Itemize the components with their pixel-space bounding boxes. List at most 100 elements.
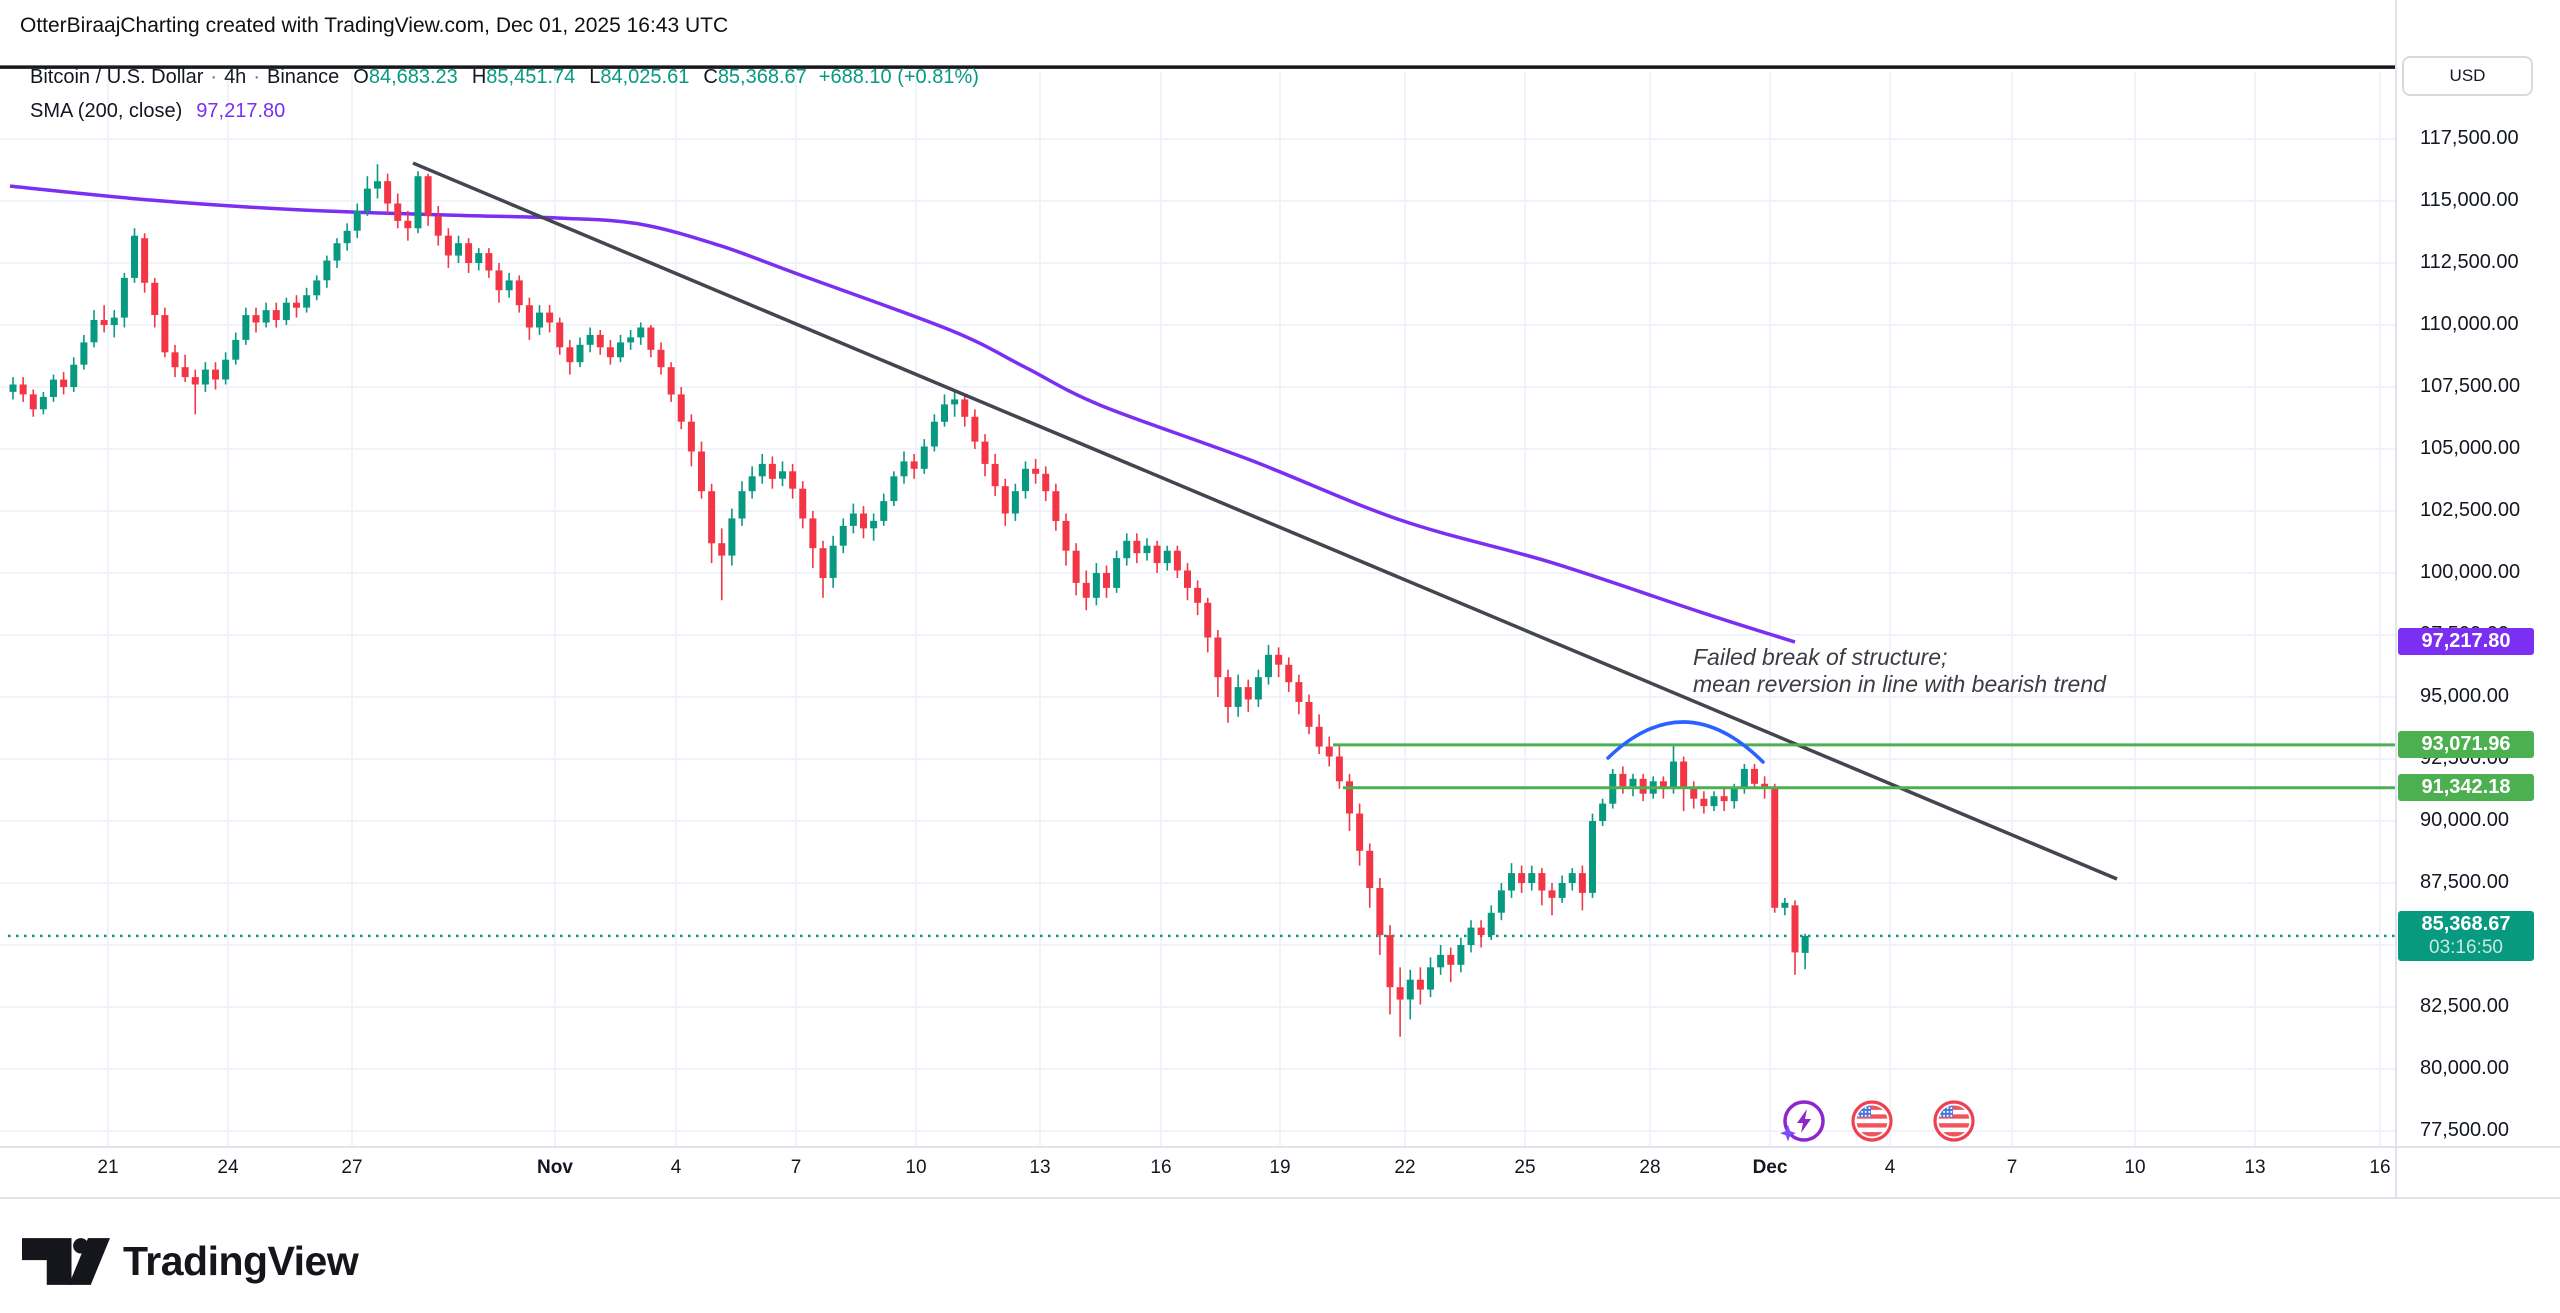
candle-body bbox=[465, 243, 473, 263]
candle-body bbox=[1406, 979, 1414, 1000]
candle-body bbox=[1133, 540, 1141, 554]
candle-body bbox=[667, 367, 675, 395]
candle-body bbox=[1487, 912, 1495, 936]
mean-reversion-arc[interactable] bbox=[1606, 720, 1765, 764]
candle-body bbox=[424, 176, 432, 216]
candle-body bbox=[1011, 491, 1019, 514]
candle-body bbox=[1386, 935, 1394, 988]
candle-body bbox=[698, 451, 705, 492]
candle-body bbox=[1356, 813, 1364, 851]
candle-body bbox=[1244, 687, 1252, 700]
candle-body bbox=[29, 394, 37, 410]
candle-body bbox=[829, 545, 837, 578]
candle-body bbox=[951, 399, 959, 405]
candle-body bbox=[708, 491, 716, 544]
candle-body bbox=[860, 513, 867, 529]
candle-body bbox=[566, 347, 574, 363]
candle-body bbox=[525, 305, 533, 328]
time-tick-label: 25 bbox=[1514, 1157, 1536, 1178]
price-tick-label: 107,500.00 bbox=[2420, 375, 2521, 397]
candle-body bbox=[1629, 778, 1637, 787]
annotation-note[interactable]: Failed break of structure; mean reversio… bbox=[1693, 644, 2106, 698]
candle-body bbox=[576, 344, 584, 363]
descending-trendline[interactable] bbox=[412, 161, 2118, 881]
candle-body bbox=[839, 525, 847, 546]
annotation-line-2: mean reversion in line with bearish tren… bbox=[1693, 671, 2106, 697]
sma-line[interactable] bbox=[9, 184, 1796, 644]
candle-body bbox=[768, 463, 776, 479]
candle-body bbox=[80, 342, 88, 365]
ohlc-label: L84,025.61 bbox=[589, 66, 690, 88]
tradingview-logo[interactable]: TradingView bbox=[22, 1238, 359, 1285]
time-tick-label: 24 bbox=[217, 1157, 239, 1178]
candle-body bbox=[1224, 677, 1232, 707]
candle-body bbox=[961, 399, 969, 417]
resistance-price-label: 93,071.96 bbox=[2398, 731, 2534, 759]
candle-body bbox=[789, 471, 797, 489]
candle-body bbox=[475, 253, 483, 263]
candle-body bbox=[1366, 850, 1374, 888]
us-flag-event-icon-1[interactable] bbox=[1850, 1099, 1894, 1143]
price-tick-label: 112,500.00 bbox=[2420, 251, 2519, 273]
candle-body bbox=[617, 342, 624, 358]
candle-body bbox=[414, 176, 422, 229]
candle-body bbox=[444, 235, 452, 256]
sparkle-icon bbox=[1780, 1125, 1796, 1142]
candle-body bbox=[384, 181, 392, 204]
candle-body bbox=[1477, 927, 1485, 935]
change-value: +688.10 (+0.81%) bbox=[818, 66, 979, 88]
price-axis-border bbox=[2395, 0, 2397, 1198]
candle-body bbox=[201, 369, 209, 385]
candle-body bbox=[1052, 491, 1060, 521]
indicator-name: SMA (200, close) bbox=[30, 100, 183, 122]
candle-body bbox=[880, 501, 888, 521]
candle-body bbox=[606, 347, 614, 358]
candle-body bbox=[50, 379, 57, 397]
candle-body bbox=[596, 334, 604, 348]
candle-body bbox=[1204, 602, 1212, 638]
candle-body bbox=[252, 315, 260, 323]
candle-body bbox=[556, 322, 564, 348]
candle-body bbox=[1163, 550, 1171, 564]
candle-body bbox=[455, 243, 462, 256]
candle-body bbox=[1001, 486, 1009, 514]
candle-body bbox=[131, 235, 138, 278]
candle-body bbox=[212, 369, 219, 380]
candle-body bbox=[1518, 873, 1526, 883]
candle-body bbox=[991, 463, 999, 487]
candle-body bbox=[262, 310, 270, 323]
price-tick-label: 82,500.00 bbox=[2420, 995, 2509, 1017]
candle-body bbox=[627, 337, 635, 343]
candle-body bbox=[849, 513, 857, 526]
indicator-value: 97,217.80 bbox=[196, 100, 286, 122]
us-flag-event-icon-2[interactable] bbox=[1932, 1099, 1976, 1143]
candle-body bbox=[141, 238, 149, 283]
candle-body bbox=[1123, 540, 1131, 559]
candle-body bbox=[1751, 768, 1758, 784]
watermark-text: OtterBiraajCharting created with Trading… bbox=[20, 14, 729, 37]
price-tick-label: 102,500.00 bbox=[2420, 499, 2521, 521]
candle-body bbox=[1619, 773, 1627, 787]
candle-body bbox=[222, 359, 230, 380]
candle-body bbox=[758, 463, 766, 477]
candle-body bbox=[1234, 687, 1242, 707]
symbol-title: Bitcoin / U.S. Dollar · 4h · Binance bbox=[30, 66, 340, 88]
time-tick-label: 7 bbox=[790, 1157, 802, 1178]
candle-body bbox=[1791, 905, 1799, 953]
lightning-event-icon[interactable] bbox=[1776, 1097, 1828, 1149]
candle-body bbox=[1285, 664, 1293, 683]
candle-body bbox=[819, 548, 827, 578]
candle-body bbox=[394, 203, 402, 221]
candle-body bbox=[60, 379, 68, 387]
price-tick-label: 110,000.00 bbox=[2420, 313, 2519, 335]
candle-body bbox=[1062, 520, 1070, 551]
currency-button[interactable]: USD bbox=[2402, 56, 2533, 96]
candle-body bbox=[1568, 873, 1576, 883]
ohlc-label: H85,451.74 bbox=[471, 66, 576, 88]
candle-body bbox=[971, 416, 979, 442]
candle-body bbox=[1032, 468, 1040, 474]
time-tick-label: 21 bbox=[97, 1157, 119, 1178]
candle-body bbox=[809, 518, 817, 549]
